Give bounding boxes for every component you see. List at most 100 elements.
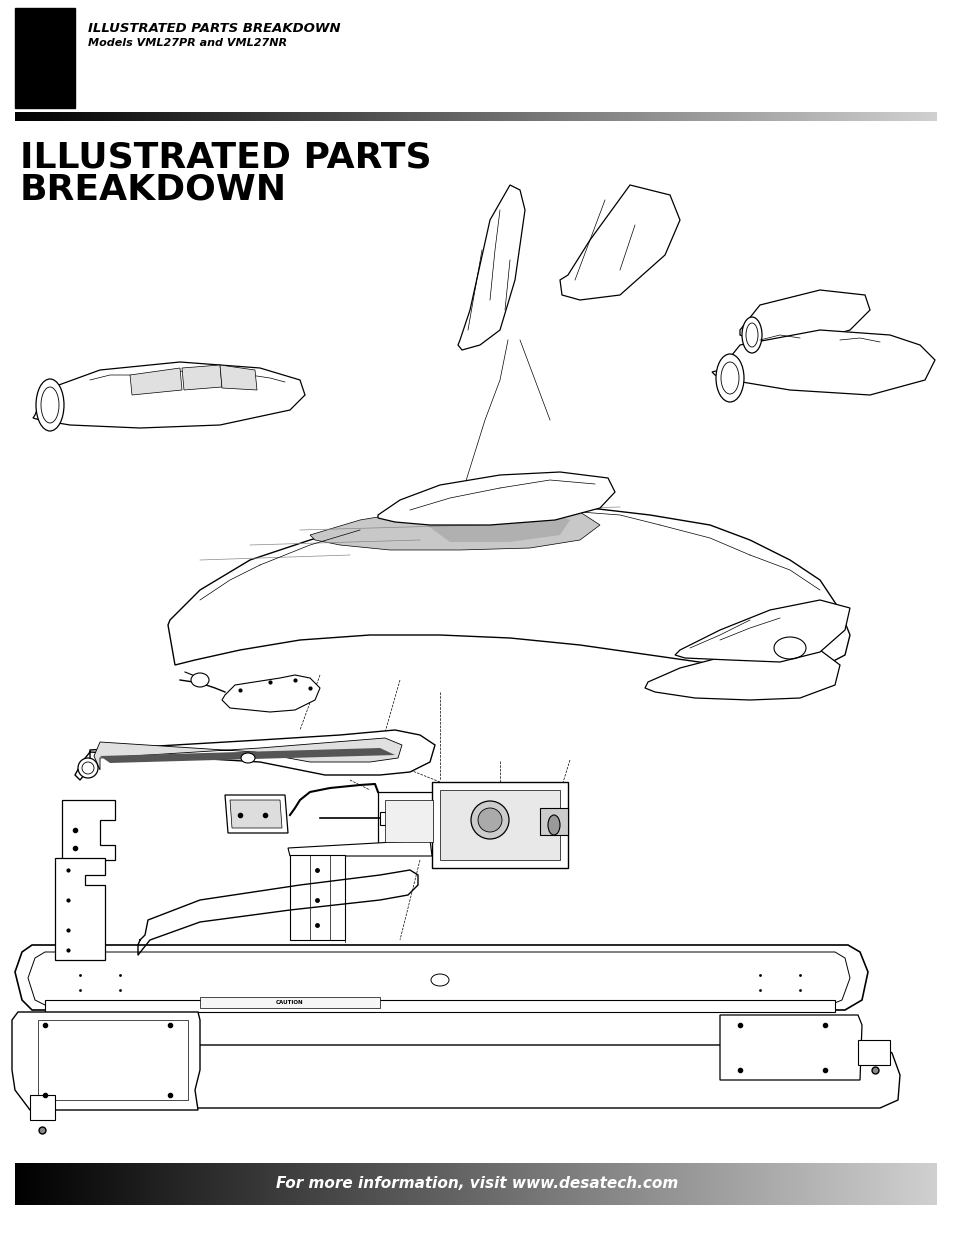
Bar xyxy=(651,1163,654,1205)
Bar xyxy=(810,1163,814,1205)
Bar xyxy=(798,112,801,121)
Bar xyxy=(184,1163,188,1205)
Bar xyxy=(518,1163,522,1205)
Bar xyxy=(500,1163,503,1205)
Bar xyxy=(212,1163,215,1205)
Bar xyxy=(89,112,92,121)
Polygon shape xyxy=(439,790,559,860)
Bar xyxy=(457,112,460,121)
Bar xyxy=(817,112,820,121)
Bar xyxy=(166,1163,169,1205)
Bar xyxy=(918,1163,922,1205)
Polygon shape xyxy=(385,800,433,842)
Bar xyxy=(844,112,847,121)
Bar xyxy=(740,1163,743,1205)
Bar xyxy=(153,112,156,121)
Bar xyxy=(147,1163,151,1205)
Bar xyxy=(144,112,148,121)
Bar xyxy=(718,112,721,121)
Bar xyxy=(476,1163,479,1205)
Bar xyxy=(276,1163,279,1205)
Bar xyxy=(709,112,713,121)
Bar xyxy=(782,112,786,121)
Bar xyxy=(721,112,724,121)
Bar xyxy=(415,112,417,121)
Polygon shape xyxy=(220,366,256,390)
Polygon shape xyxy=(720,1015,862,1079)
Bar xyxy=(481,112,485,121)
Bar xyxy=(71,1163,73,1205)
Bar xyxy=(126,112,129,121)
Bar xyxy=(315,112,319,121)
Bar xyxy=(264,112,267,121)
Text: For more information, visit www.desatech.com: For more information, visit www.desatech… xyxy=(275,1177,678,1192)
Bar xyxy=(307,1163,311,1205)
Bar xyxy=(101,112,105,121)
Bar xyxy=(694,112,697,121)
Bar xyxy=(395,1163,399,1205)
Polygon shape xyxy=(432,782,567,868)
Bar xyxy=(697,1163,700,1205)
Polygon shape xyxy=(182,366,222,390)
Bar xyxy=(463,1163,467,1205)
Bar xyxy=(887,112,890,121)
Bar xyxy=(24,1163,28,1205)
Polygon shape xyxy=(419,506,569,542)
Bar xyxy=(552,1163,556,1205)
Bar xyxy=(721,1163,724,1205)
Bar xyxy=(878,1163,882,1205)
Bar xyxy=(476,112,479,121)
Bar xyxy=(181,1163,184,1205)
Bar xyxy=(749,112,752,121)
Bar xyxy=(368,1163,372,1205)
Bar xyxy=(94,1163,98,1205)
Bar xyxy=(119,112,123,121)
Bar xyxy=(46,112,50,121)
Bar xyxy=(817,1163,820,1205)
Bar xyxy=(134,112,138,121)
Bar xyxy=(190,112,193,121)
Bar xyxy=(438,112,442,121)
Bar xyxy=(405,112,409,121)
Bar xyxy=(30,1163,34,1205)
Bar xyxy=(21,112,25,121)
Bar xyxy=(150,112,153,121)
Bar xyxy=(789,1163,792,1205)
Bar xyxy=(777,112,780,121)
Bar xyxy=(402,1163,405,1205)
Bar xyxy=(212,112,215,121)
Bar xyxy=(202,112,206,121)
Bar xyxy=(383,1163,387,1205)
Bar xyxy=(822,112,826,121)
Bar xyxy=(304,1163,307,1205)
Bar xyxy=(601,112,605,121)
Bar xyxy=(292,112,294,121)
Bar xyxy=(813,1163,817,1205)
Bar xyxy=(470,112,473,121)
Bar xyxy=(355,112,359,121)
Bar xyxy=(632,112,636,121)
Polygon shape xyxy=(225,795,288,832)
Bar xyxy=(184,112,188,121)
Bar xyxy=(377,112,381,121)
Bar xyxy=(813,112,817,121)
Bar xyxy=(531,112,535,121)
Text: CAUTION: CAUTION xyxy=(276,1000,303,1005)
Bar xyxy=(111,112,113,121)
Bar xyxy=(614,112,618,121)
Bar xyxy=(734,1163,737,1205)
Bar xyxy=(24,112,28,121)
Bar xyxy=(564,1163,568,1205)
Bar xyxy=(875,1163,878,1205)
Bar xyxy=(534,112,537,121)
Bar xyxy=(921,112,924,121)
Bar xyxy=(249,112,252,121)
Bar xyxy=(91,112,95,121)
Bar xyxy=(138,1163,141,1205)
Polygon shape xyxy=(559,185,679,300)
Bar xyxy=(513,1163,516,1205)
Bar xyxy=(918,112,922,121)
Bar xyxy=(150,1163,153,1205)
Bar xyxy=(807,1163,811,1205)
Bar xyxy=(611,1163,614,1205)
